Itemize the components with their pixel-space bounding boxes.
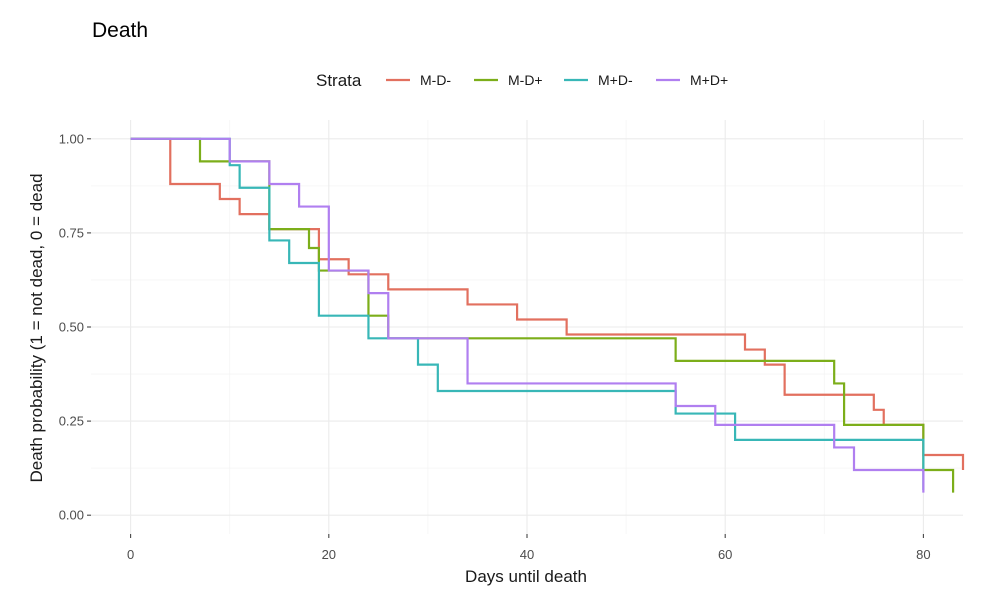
legend-title: Strata	[316, 71, 362, 90]
x-axis: 0 20 40 60 80	[127, 534, 931, 562]
legend-items: M-D- M-D+ M+D- M+D+	[386, 72, 728, 88]
y-axis: 0.00 0.25 0.50 0.75 1.00	[59, 131, 91, 523]
y-axis-title: Death probability (1 = not dead, 0 = dea…	[27, 173, 46, 482]
legend-label-M-D+: M-D+	[508, 72, 543, 88]
survival-curves	[130, 137, 965, 493]
y-tick-label: 0.50	[59, 320, 84, 335]
x-tick-label: 80	[916, 547, 930, 562]
y-tick-label: 0.25	[59, 414, 84, 429]
x-tick-label: 20	[322, 547, 336, 562]
survival-curve-M+D+	[130, 137, 925, 493]
y-tick-label: 0.00	[59, 508, 84, 523]
plot-panel	[91, 120, 965, 534]
legend-label-M+D+: M+D+	[690, 72, 728, 88]
gridlines	[91, 120, 963, 534]
chart-title: Death	[92, 19, 148, 42]
y-tick-label: 0.75	[59, 225, 84, 240]
legend-label-M-D-: M-D-	[420, 72, 451, 88]
x-tick-label: 0	[127, 547, 134, 562]
y-tick-label: 1.00	[59, 131, 84, 146]
legend-label-M+D-: M+D-	[598, 72, 633, 88]
legend: Strata M-D- M-D+ M+D- M+D+	[316, 71, 728, 90]
survival-curve-M+D-	[130, 137, 925, 490]
x-tick-label: 60	[718, 547, 732, 562]
x-tick-label: 40	[520, 547, 534, 562]
survival-curve-M-D-	[130, 137, 965, 471]
x-axis-title: Days until death	[465, 567, 587, 586]
